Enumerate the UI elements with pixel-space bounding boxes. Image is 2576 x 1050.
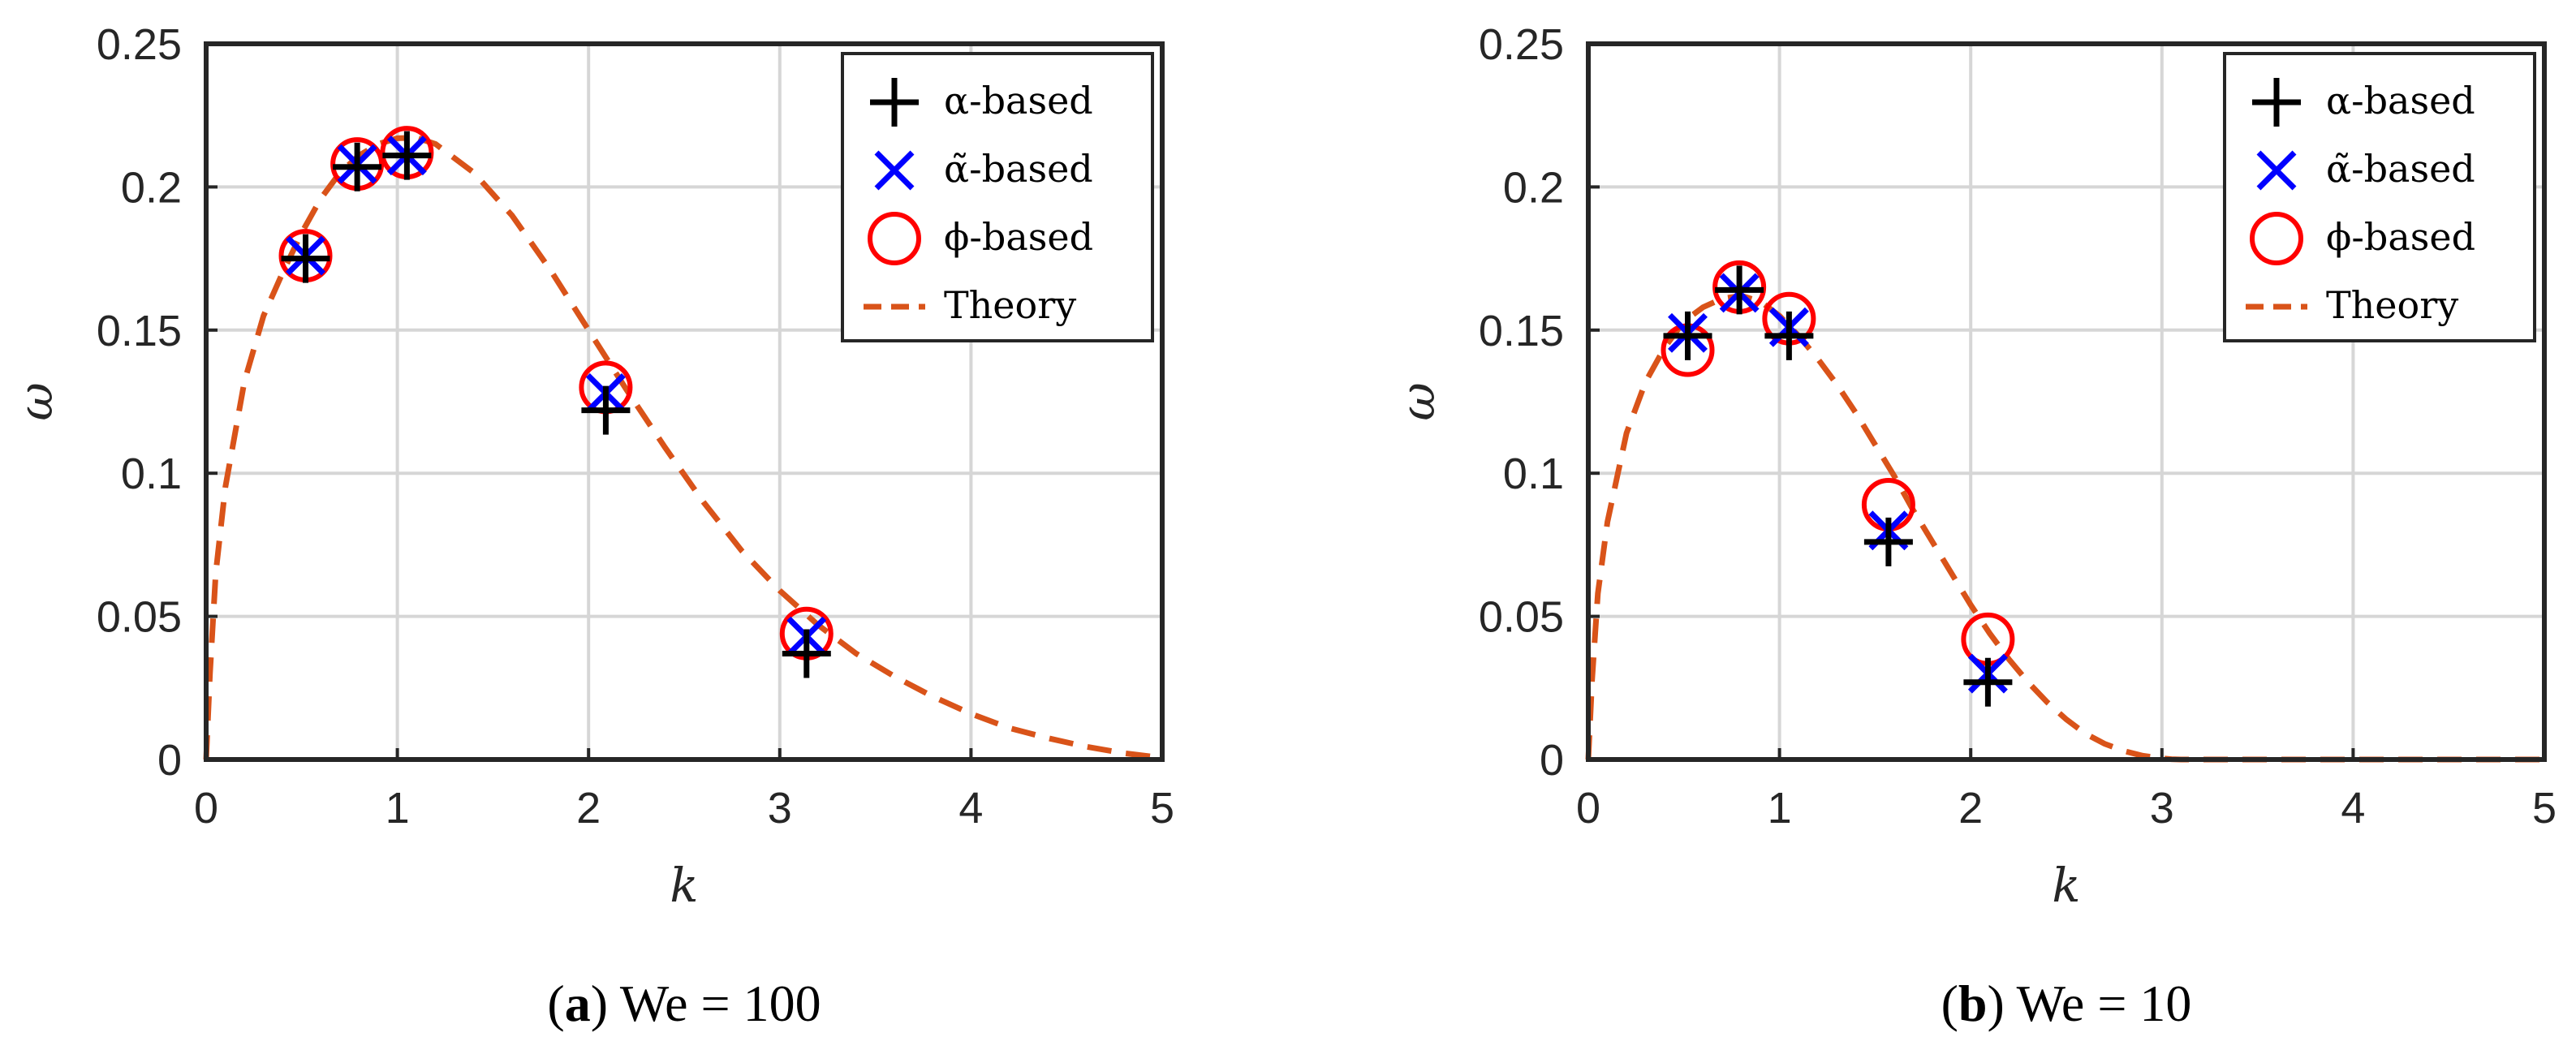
x-tick-label: 1 xyxy=(1768,784,1792,833)
y-tick-label: 0.25 xyxy=(1479,20,1564,69)
x-tick-label: 4 xyxy=(958,784,983,833)
x-tick-label: 5 xyxy=(1150,784,1174,833)
legend-label: Theory xyxy=(944,283,1076,327)
x-tick-label: 1 xyxy=(386,784,410,833)
y-axis-label: ω xyxy=(8,382,63,420)
y-tick-label: 0.05 xyxy=(97,593,182,642)
y-axis-label: ω xyxy=(1390,382,1445,420)
legend-swatch-x xyxy=(2256,150,2297,191)
x-tick-label: 0 xyxy=(1576,784,1600,833)
legend-swatch-plus xyxy=(870,78,919,127)
data-point-plus xyxy=(1663,311,1712,360)
data-point-plus xyxy=(1863,517,1913,566)
data-point-plus xyxy=(581,385,631,435)
caption-label: a xyxy=(565,975,591,1032)
legend-swatch-circle xyxy=(2250,212,2303,265)
data-point-plus xyxy=(333,142,382,191)
x-tick-label: 0 xyxy=(194,784,218,833)
legend-label: ϕ-based xyxy=(944,215,1093,259)
x-tick-label: 2 xyxy=(1958,784,1983,833)
theory-curve xyxy=(1585,292,2544,763)
legend-label: α̃-based xyxy=(2326,147,2475,191)
x-axis-label: k xyxy=(2052,858,2080,913)
legend-label: α-based xyxy=(2326,79,2475,123)
legend-label: Theory xyxy=(2326,283,2458,327)
caption-label: b xyxy=(1958,975,1988,1032)
caption-text: ) We = 100 xyxy=(591,975,821,1032)
data-point-plus xyxy=(281,234,330,283)
chart-panel-a: 0 1 2 3 4 5 0 0.05 0.1 0.15 0.2 0.25 k ω α-based α̃-bas… xyxy=(8,20,1174,1032)
caption-paren: ( xyxy=(547,975,564,1032)
panel-caption: (a) We = 100 xyxy=(547,975,821,1032)
x-tick-label: 2 xyxy=(576,784,601,833)
x-axis-label: k xyxy=(670,858,698,913)
panel-caption: (b) We = 10 xyxy=(1941,975,2192,1032)
y-tick-label: 0.05 xyxy=(1479,593,1564,642)
y-tick-label: 0.2 xyxy=(121,163,182,212)
axes-box xyxy=(1586,41,2547,762)
x-tick-label: 3 xyxy=(2150,784,2174,833)
legend-swatch-x xyxy=(874,150,915,191)
y-tick-label: 0.1 xyxy=(1503,450,1564,498)
data-point-plus xyxy=(382,131,432,180)
axes-box xyxy=(204,41,1165,762)
legend: α-based α̃-based ϕ-based Theory xyxy=(841,52,1154,342)
y-tick-label: 0 xyxy=(1540,736,1564,785)
legend-label: α̃-based xyxy=(944,147,1093,191)
legend-label: ϕ-based xyxy=(2326,215,2475,259)
legend: α-based α̃-based ϕ-based Theory xyxy=(2223,52,2536,342)
caption-paren: ( xyxy=(1941,975,1958,1032)
data-point-plus xyxy=(782,629,831,678)
y-tick-label: 0.2 xyxy=(1503,163,1564,212)
x-tick-label: 5 xyxy=(2532,784,2557,833)
y-tick-label: 0 xyxy=(157,736,182,785)
theory-curve xyxy=(203,135,1153,760)
y-tick-label: 0.15 xyxy=(97,307,182,355)
data-point-plus xyxy=(1715,265,1764,315)
x-tick-label: 4 xyxy=(2341,784,2365,833)
chart-panel-b: 0 1 2 3 4 5 0 0.05 0.1 0.15 0.2 0.25 k ω α-based α̃-bas… xyxy=(1390,20,2557,1032)
y-tick-label: 0.15 xyxy=(1479,307,1564,355)
y-tick-label: 0.1 xyxy=(121,450,182,498)
data-point-plus xyxy=(1963,657,2013,707)
caption-text: ) We = 10 xyxy=(1987,975,2191,1032)
legend-label: α-based xyxy=(944,79,1093,123)
legend-swatch-circle xyxy=(868,212,921,265)
x-tick-label: 3 xyxy=(768,784,792,833)
data-point-plus xyxy=(1764,311,1814,360)
y-tick-label: 0.25 xyxy=(97,20,182,69)
legend-swatch-plus xyxy=(2252,78,2301,127)
